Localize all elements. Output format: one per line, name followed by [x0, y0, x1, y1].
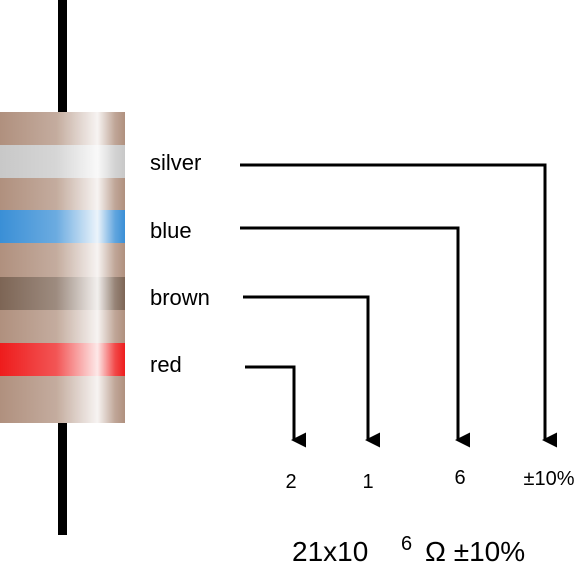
- value-blue: 6: [454, 467, 465, 489]
- band-label-blue: blue: [150, 218, 192, 243]
- resistor-lead-top: [58, 0, 67, 115]
- result-unit: Ω ±10%: [425, 536, 525, 565]
- band-label-brown: brown: [150, 285, 210, 310]
- band-label-red: red: [150, 352, 182, 377]
- resistor-shine: [0, 112, 125, 423]
- value-red: 2: [285, 471, 296, 493]
- connector-red: [245, 365, 306, 448]
- value-silver: ±10%: [523, 468, 574, 490]
- connector-blue: [240, 226, 470, 448]
- value-brown: 1: [362, 471, 373, 493]
- band-label-silver: silver: [150, 150, 201, 175]
- resistor-lead-bottom: [58, 420, 67, 535]
- result-base: 21x10: [292, 536, 368, 565]
- connector-silver: [240, 163, 557, 448]
- result-exponent: 6: [401, 533, 412, 555]
- connector-brown: [243, 295, 380, 448]
